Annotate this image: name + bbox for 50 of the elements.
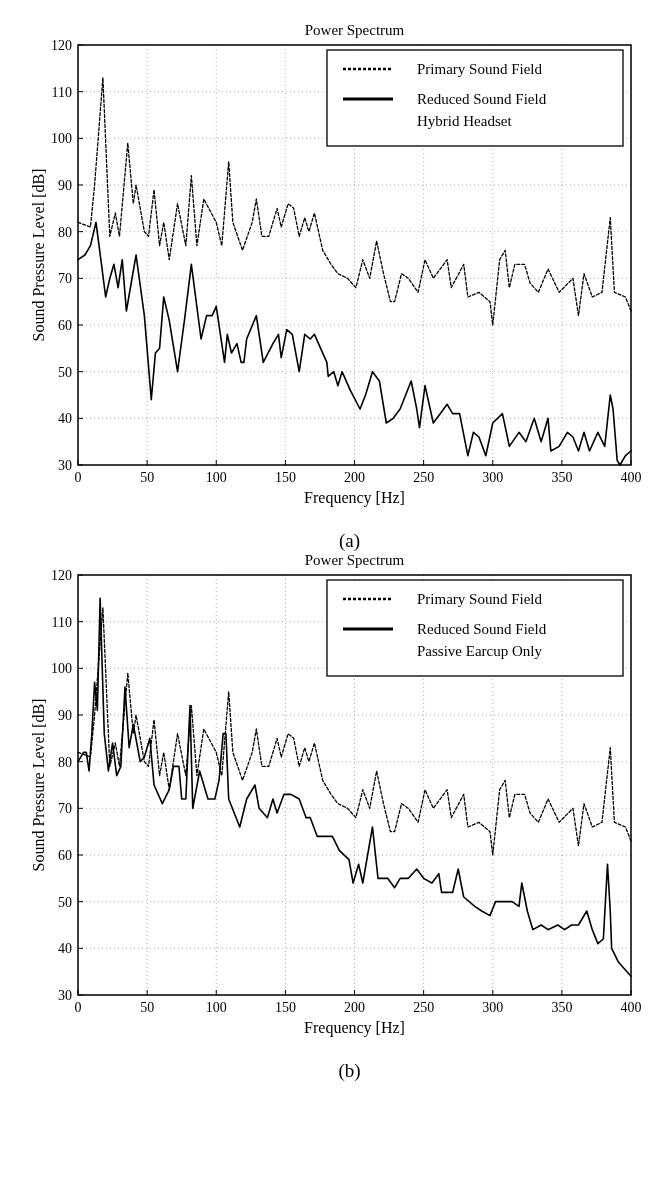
y-tick-label: 90 xyxy=(58,178,72,193)
y-tick-label: 90 xyxy=(58,708,72,723)
y-tick-label: 100 xyxy=(51,131,72,147)
x-tick-label: 250 xyxy=(413,470,435,485)
x-tick-label: 200 xyxy=(344,470,365,485)
legend-label: Primary Sound Field xyxy=(417,591,543,607)
y-tick-label: 40 xyxy=(58,411,72,427)
x-tick-label: 150 xyxy=(274,470,296,485)
x-axis-title: Frequency [Hz] xyxy=(304,1019,405,1037)
x-tick-label: 100 xyxy=(205,1000,227,1015)
x-tick-label: 400 xyxy=(620,470,642,485)
y-tick-label: 80 xyxy=(58,754,72,770)
x-tick-label: 300 xyxy=(482,470,504,485)
y-tick-label: 110 xyxy=(51,614,72,630)
x-tick-label: 150 xyxy=(274,1000,296,1015)
x-tick-label: 300 xyxy=(482,1000,504,1015)
y-tick-label: 40 xyxy=(58,941,72,957)
y-tick-label: 70 xyxy=(58,801,72,817)
y-tick-label: 70 xyxy=(58,271,72,287)
text: (b) xyxy=(338,1060,361,1082)
x-tick-label: 50 xyxy=(140,1000,155,1015)
y-axis-title: Sound Pressure Level [dB] xyxy=(30,698,47,872)
y-tick-label: 60 xyxy=(58,318,72,333)
chart-title: Power Spectrum xyxy=(304,22,405,38)
y-axis-title: Sound Pressure Level [dB] xyxy=(30,168,47,342)
y-tick-label: 110 xyxy=(51,84,72,100)
y-tick-label: 120 xyxy=(51,568,72,583)
legend-label: Primary Sound Field xyxy=(417,61,543,77)
x-tick-label: 0 xyxy=(74,1000,82,1015)
x-tick-label: 200 xyxy=(344,1000,365,1015)
legend-label: Reduced Sound Field Passive Earcup Only xyxy=(417,621,547,659)
x-tick-label: 400 xyxy=(620,1000,642,1015)
text: (a) xyxy=(338,530,361,552)
x-axis-title: Frequency [Hz] xyxy=(304,489,405,507)
y-tick-label: 80 xyxy=(58,224,72,240)
y-tick-label: 120 xyxy=(51,38,72,53)
y-tick-label: 50 xyxy=(58,894,72,910)
y-tick-label: 50 xyxy=(58,364,72,380)
legend-label: Reduced Sound Field Hybrid Headset xyxy=(417,91,547,129)
y-tick-label: 60 xyxy=(58,848,72,863)
y-tick-label: 30 xyxy=(58,988,72,1003)
y-tick-label: 100 xyxy=(51,661,72,677)
x-tick-label: 350 xyxy=(551,1000,573,1015)
y-tick-label: 30 xyxy=(58,458,72,473)
x-tick-label: 250 xyxy=(413,1000,435,1015)
x-tick-label: 350 xyxy=(551,470,573,485)
x-tick-label: 0 xyxy=(74,470,82,485)
x-tick-label: 50 xyxy=(140,470,155,485)
chart-title: Power Spectrum xyxy=(304,552,405,568)
x-tick-label: 100 xyxy=(205,470,227,485)
